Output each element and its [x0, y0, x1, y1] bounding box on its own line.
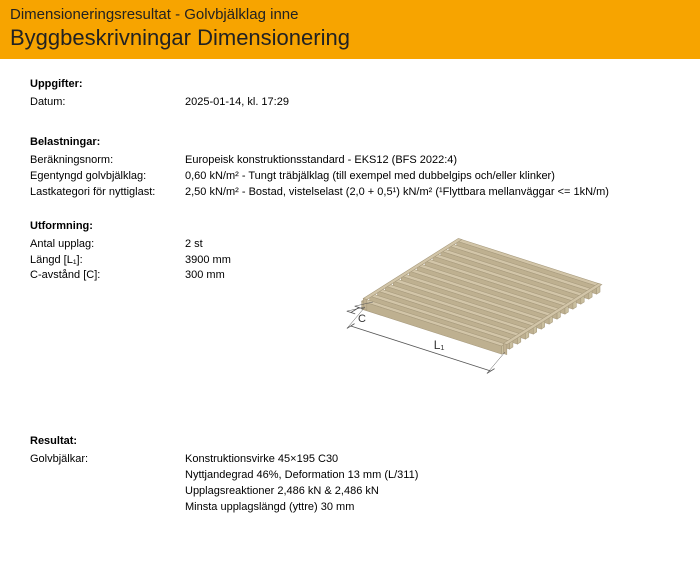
belastningar-label: Beräkningsnorm: [30, 153, 185, 169]
belastningar-value: 2,50 kN/m² - Bostad, vistelselast (2,0 +… [185, 185, 670, 201]
svg-text:L₁: L₁ [434, 338, 445, 352]
section-resultat-heading: Resultat: [30, 434, 670, 450]
resultat-value: Konstruktionsvirke 45×195 C30Nyttjandegr… [185, 452, 670, 516]
content: Uppgifter: Datum:2025-01-14, kl. 17:29 B… [0, 59, 700, 536]
belastningar-row: Beräkningsnorm:Europeisk konstruktionsst… [30, 153, 670, 169]
belastningar-label: Lastkategori för nyttiglast: [30, 185, 185, 201]
uppgifter-label: Datum: [30, 95, 185, 111]
joist-figure: L₁ C [330, 224, 630, 410]
belastningar-row: Egentyngd golvbjälklag:0,60 kN/m² - Tung… [30, 169, 670, 185]
belastningar-label: Egentyngd golvbjälklag: [30, 169, 185, 185]
header: Dimensioneringsresultat - Golvbjälklag i… [0, 0, 700, 59]
section-belastningar-heading: Belastningar: [30, 135, 670, 151]
svg-text:C: C [358, 313, 366, 325]
figure-wrap: L₁ C [30, 224, 670, 404]
resultat-rows: Golvbjälkar:Konstruktionsvirke 45×195 C3… [30, 452, 670, 516]
belastningar-value: 0,60 kN/m² - Tungt träbjälklag (till exe… [185, 169, 670, 185]
belastningar-value: Europeisk konstruktionsstandard - EKS12 … [185, 153, 670, 169]
belastningar-rows: Beräkningsnorm:Europeisk konstruktionsst… [30, 153, 670, 201]
uppgifter-rows: Datum:2025-01-14, kl. 17:29 [30, 95, 670, 111]
header-subtitle: Dimensioneringsresultat - Golvbjälklag i… [10, 6, 690, 23]
resultat-row: Golvbjälkar:Konstruktionsvirke 45×195 C3… [30, 452, 670, 516]
section-uppgifter-heading: Uppgifter: [30, 77, 670, 93]
uppgifter-row: Datum:2025-01-14, kl. 17:29 [30, 95, 670, 111]
uppgifter-value: 2025-01-14, kl. 17:29 [185, 95, 670, 111]
belastningar-row: Lastkategori för nyttiglast:2,50 kN/m² -… [30, 185, 670, 201]
resultat-label: Golvbjälkar: [30, 452, 185, 516]
header-title: Byggbeskrivningar Dimensionering [10, 25, 690, 51]
